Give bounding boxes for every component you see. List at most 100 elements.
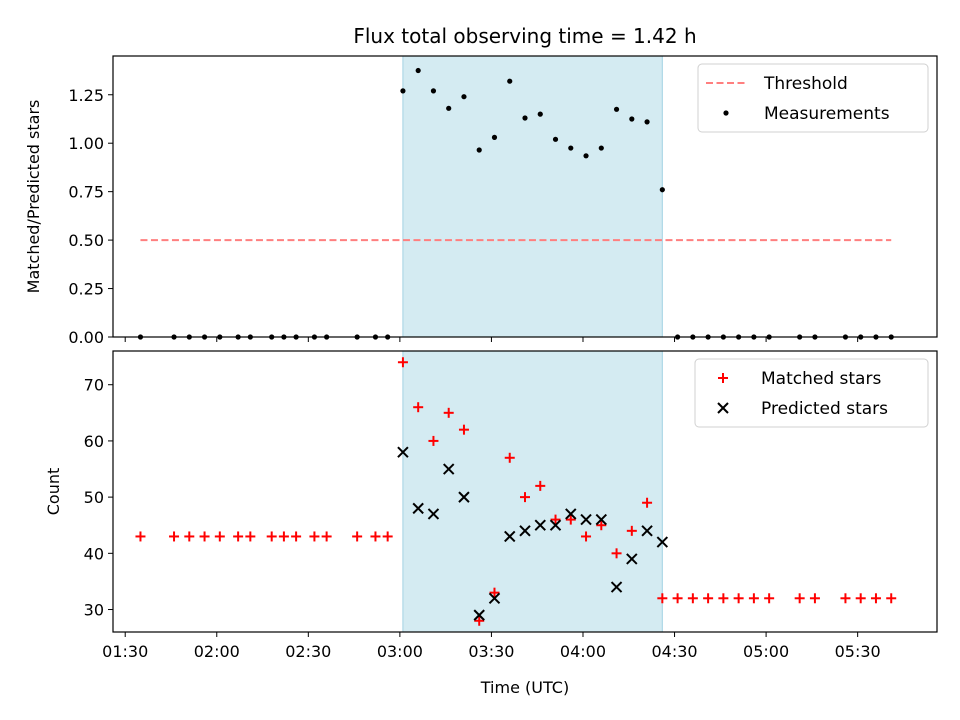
matched-star-point — [657, 593, 668, 604]
matched-star-point — [278, 531, 289, 542]
matched-star-point — [748, 593, 759, 604]
x-stroke-b — [458, 491, 470, 503]
observing-window-shade — [402, 56, 663, 337]
predicted-star-point — [656, 536, 669, 548]
legend-measurement-swatch — [723, 110, 729, 116]
matched-star-point — [535, 480, 546, 491]
matched-star-point — [520, 492, 530, 503]
matched-star-point — [443, 407, 454, 418]
x-tick-label: 01:30 — [102, 642, 148, 661]
matched-star-point — [596, 520, 607, 531]
legend-predicted-swatch — [717, 402, 729, 414]
matched-star-point — [581, 531, 592, 542]
panel-2: 01:30 02:00 02:30 03:00 03:30 04:00 04:30 05:00… — [44, 350, 938, 697]
predicted-star-point — [488, 592, 501, 604]
matched-star-point — [291, 531, 302, 542]
predicted-star-point — [442, 463, 455, 475]
matched-star-point — [489, 587, 500, 598]
x-stroke-b — [565, 508, 577, 520]
predicted-star-point — [427, 508, 440, 520]
y-tick-label: 70 — [84, 376, 104, 395]
predicted-star-point — [519, 525, 531, 537]
x-stroke-b — [595, 513, 608, 526]
x-tick-label: 04:00 — [560, 642, 606, 661]
predicted-star-point — [458, 491, 470, 503]
measurement-point — [430, 88, 437, 94]
matched-star-point — [428, 435, 439, 446]
x-stroke-b — [473, 609, 485, 621]
measurement-point — [659, 187, 665, 193]
x-stroke-b — [549, 519, 562, 531]
chart-title: Flux total observing time = 1.42 h — [353, 24, 696, 48]
matched-star-point — [352, 531, 363, 542]
x-stroke-b — [519, 525, 531, 537]
matched-star-point — [626, 525, 637, 536]
measurement-point — [461, 94, 467, 100]
matched-star-point — [321, 531, 332, 542]
matched-star-point — [382, 531, 393, 542]
matched-star-point — [840, 593, 851, 604]
matched-star-point — [413, 402, 424, 413]
matched-star-point — [687, 593, 698, 604]
measurement-point — [613, 106, 620, 112]
y-tick-label: 0.00 — [68, 328, 104, 347]
x-stroke-b — [442, 463, 455, 475]
y-tick-label: 0.50 — [68, 231, 104, 250]
measurement-point — [476, 147, 482, 153]
matched-star-point — [855, 593, 866, 604]
measurement-point — [507, 78, 513, 84]
y-tick-label: 60 — [84, 432, 104, 451]
x-tick-label: 05:30 — [835, 642, 881, 661]
predicted-star-point — [580, 513, 592, 526]
x-tick-label: 04:30 — [651, 642, 697, 661]
measurement-point — [446, 105, 452, 111]
measurement-point — [415, 67, 421, 74]
matched-star-point — [764, 593, 775, 604]
y-tick-label: 1.00 — [68, 134, 104, 153]
x-stroke-b — [610, 581, 623, 593]
predicted-star-point — [412, 502, 424, 515]
y-tick-label: 30 — [84, 601, 104, 620]
matched-star-point — [672, 593, 683, 604]
x-stroke-b — [412, 502, 424, 515]
matched-star-point — [870, 593, 881, 604]
matched-star-point — [886, 593, 897, 604]
x-stroke-b — [504, 530, 516, 543]
measurement-point — [568, 145, 574, 151]
matched-star-point — [504, 452, 515, 463]
legend-box — [694, 358, 929, 428]
axes-frame — [112, 55, 938, 338]
x-stroke-b — [397, 446, 409, 458]
matched-star-point — [458, 424, 469, 435]
x-tick-label: 03:00 — [377, 642, 423, 661]
x-stroke-b — [641, 525, 653, 537]
matched-star-point — [809, 593, 820, 604]
x-tick-label: 05:00 — [743, 642, 789, 661]
legend: Matched stars Predicted stars — [694, 358, 929, 428]
matched-star-point — [135, 531, 146, 542]
matched-star-point — [565, 514, 576, 525]
y-tick-label: 0.75 — [68, 183, 104, 202]
matched-star-point — [199, 531, 210, 542]
measurement-point — [537, 111, 543, 117]
predicted-star-point — [641, 525, 653, 537]
matched-star-point — [245, 531, 256, 542]
x-tick-label: 03:30 — [468, 642, 514, 661]
matched-star-point — [370, 531, 381, 542]
x-stroke-b — [656, 536, 669, 548]
matched-star-point — [474, 615, 485, 626]
predicted-star-point — [565, 508, 577, 520]
matched-star-point — [169, 531, 180, 542]
matched-star-point — [642, 497, 653, 508]
measurement-point — [552, 136, 559, 142]
y-tick-label: 0.25 — [68, 280, 104, 299]
matched-star-point — [397, 357, 408, 368]
legend-label: Predicted stars — [761, 399, 888, 419]
x-stroke-b — [717, 402, 729, 414]
matched-star-point — [184, 531, 195, 542]
matched-star-point — [309, 531, 320, 542]
y-tick-label: 50 — [84, 488, 104, 507]
predicted-star-point — [504, 530, 516, 543]
predicted-star-point — [595, 513, 608, 526]
